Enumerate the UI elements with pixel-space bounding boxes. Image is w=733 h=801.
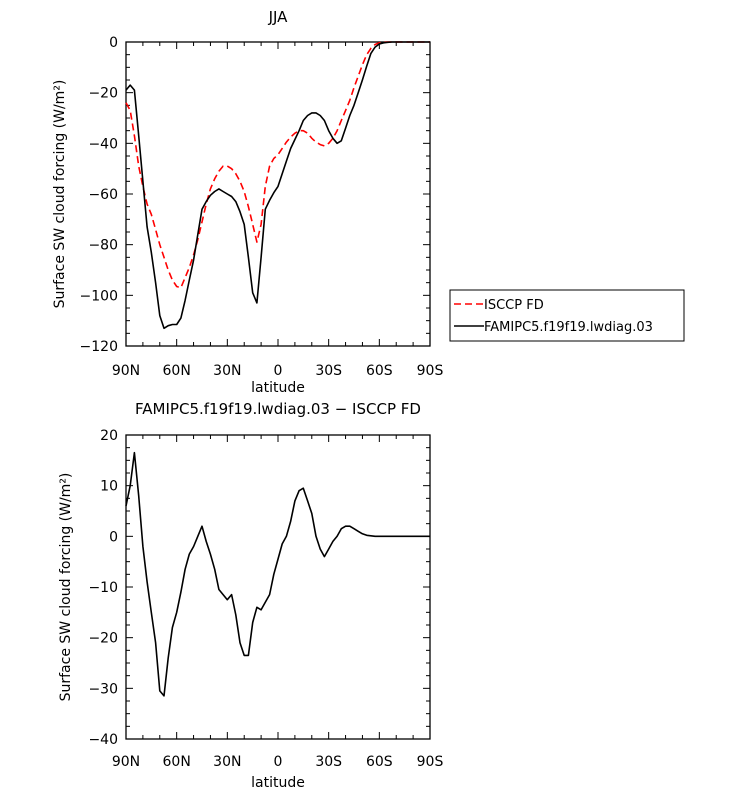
legend-box: [449, 289, 685, 342]
y-tick-label: −10: [88, 580, 118, 596]
series-line-1: [125, 41, 430, 289]
x-tick-label: 0: [274, 754, 283, 770]
legend-label: ISCCP FD: [484, 298, 544, 313]
chart-title: JJA: [268, 8, 289, 26]
x-tick-label: 60N: [163, 754, 191, 770]
legend: [449, 289, 685, 342]
y-tick-label: 0: [109, 529, 118, 545]
x-tick-label: 60N: [163, 363, 191, 379]
plot-frame: [125, 41, 431, 347]
plot-frame: [125, 434, 431, 740]
x-tick-label: 30N: [213, 363, 241, 379]
y-tick-label: −80: [88, 238, 118, 254]
legend-label: FAMIPC5.f19f19.lwdiag.03: [484, 320, 653, 335]
y-tick-label: −60: [88, 187, 118, 203]
x-tick-label: 90S: [417, 363, 444, 379]
y-axis-label: Surface SW cloud forcing (W/m²): [52, 80, 68, 309]
x-tick-label: 0: [274, 363, 283, 379]
x-axis-label: latitude: [251, 775, 305, 791]
x-tick-label: 30S: [315, 754, 342, 770]
x-tick-label: 90S: [417, 754, 444, 770]
x-tick-label: 60S: [366, 754, 393, 770]
series-line-2: [125, 41, 430, 330]
x-tick-label: 30N: [213, 754, 241, 770]
y-tick-label: 0: [109, 35, 118, 51]
y-tick-label: −20: [88, 631, 118, 647]
y-tick-label: 20: [100, 428, 118, 444]
y-axis-label: Surface SW cloud forcing (W/m²): [58, 473, 74, 702]
y-tick-label: −40: [88, 136, 118, 152]
y-tick-label: 10: [100, 479, 118, 495]
x-tick-label: 60S: [366, 363, 393, 379]
chart-panel-2: [125, 434, 431, 740]
series-line-1: [125, 451, 430, 697]
y-tick-label: −20: [88, 86, 118, 102]
x-tick-label: 30S: [315, 363, 342, 379]
chart-panel-1: [125, 41, 685, 347]
x-axis-label: latitude: [251, 380, 305, 396]
y-tick-label: −100: [80, 288, 118, 304]
y-tick-label: −120: [80, 339, 118, 355]
x-tick-label: 90N: [112, 363, 140, 379]
x-tick-label: 90N: [112, 754, 140, 770]
y-tick-label: −30: [88, 681, 118, 697]
y-tick-label: −40: [88, 732, 118, 748]
chart-title: FAMIPC5.f19f19.lwdiag.03 − ISCCP FD: [135, 400, 421, 418]
